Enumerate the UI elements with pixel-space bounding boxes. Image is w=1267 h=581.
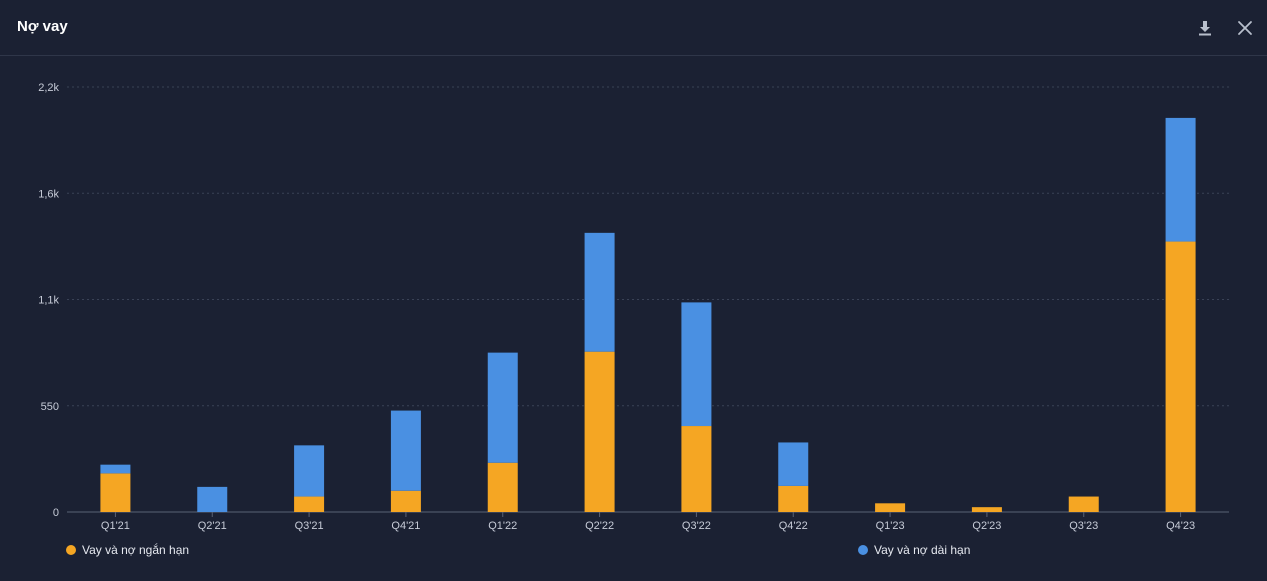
x-tick-label: Q2'21 [198,520,227,532]
x-tick-label: Q4'21 [391,520,420,532]
x-tick-label: Q2'22 [585,520,614,532]
bar-long-term[interactable] [294,445,325,497]
x-tick-label: Q2'23 [972,520,1001,532]
x-tick-label: Q1'22 [488,520,517,532]
bar-short-term[interactable] [294,496,325,512]
x-tick-label: Q1'23 [876,520,905,532]
bar-short-term[interactable] [681,426,712,512]
legend-label-short-term: Vay và nợ ngắn hạn [82,543,190,557]
page-title: Nợ vay [17,18,68,35]
legend-item-long-term[interactable]: Vay và nợ dài hạn [858,543,970,557]
legend-dot-short-term [66,545,76,555]
bar-long-term[interactable] [778,442,809,486]
y-tick-label: 1,6k [38,188,59,200]
x-tick-label: Q3'22 [682,520,711,532]
legend-dot-long-term [858,545,868,555]
bar-long-term[interactable] [681,302,712,427]
bar-short-term[interactable] [875,503,906,512]
x-tick-label: Q3'21 [295,520,324,532]
bar-long-term[interactable] [487,352,518,463]
bar-short-term[interactable] [778,485,809,512]
bar-short-term[interactable] [584,351,615,512]
bar-short-term[interactable] [971,507,1002,512]
bar-long-term[interactable] [100,464,131,474]
bar-long-term[interactable] [1165,117,1196,242]
y-tick-label: 550 [41,401,59,413]
x-tick-label: Q4'22 [779,520,808,532]
legend-item-short-term[interactable]: Vay và nợ ngắn hạn [66,543,189,557]
bar-short-term[interactable] [390,490,421,512]
bar-long-term[interactable] [390,410,421,491]
bar-short-term[interactable] [487,462,518,512]
close-icon[interactable] [1233,16,1257,40]
x-tick-label: Q4'23 [1166,520,1195,532]
bar-short-term[interactable] [1165,241,1196,512]
bar-short-term[interactable] [100,473,131,512]
y-tick-label: 2,2k [38,82,59,94]
download-icon[interactable] [1193,16,1217,40]
legend-label-long-term: Vay và nợ dài hạn [874,543,971,557]
stacked-bar-chart: 0 550 1,1k 1,6k 2,2k Q1'21 Q2'21 Q3'21 Q4'21 Q1'2… [38,82,1229,532]
bar-short-term[interactable] [1068,496,1099,512]
bar-long-term[interactable] [584,232,615,352]
y-tick-label: 1,1k [38,295,59,307]
bar-long-term[interactable] [197,486,228,512]
x-tick-label: Q1'21 [101,520,130,532]
panel-header: Nợ vay [0,0,1267,56]
x-tick-label: Q3'23 [1069,520,1098,532]
y-tick-label: 0 [53,507,59,519]
